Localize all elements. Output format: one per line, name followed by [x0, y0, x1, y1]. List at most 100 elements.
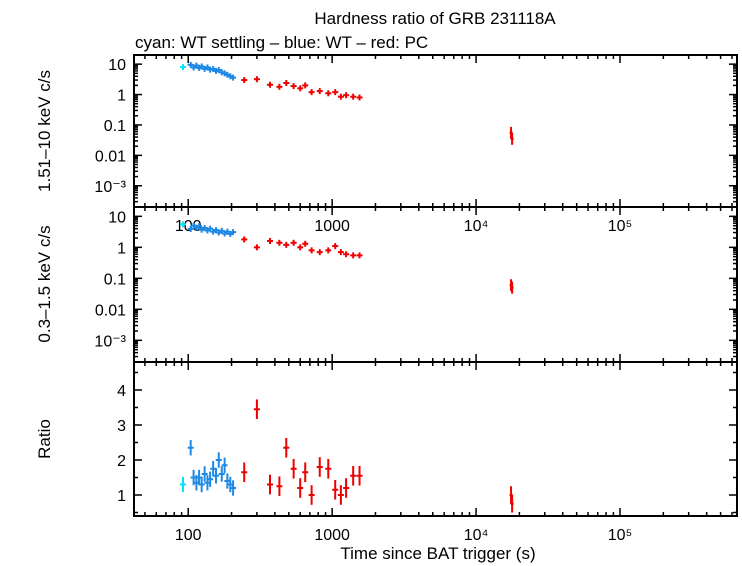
series-pc [241, 236, 514, 294]
data-point [230, 480, 237, 496]
data-point [510, 281, 514, 294]
y-tick-label: 4 [117, 383, 126, 400]
y-tick-label: 10⁻³ [94, 179, 126, 196]
data-point [316, 88, 323, 95]
data-point [241, 462, 248, 483]
data-point [316, 249, 323, 256]
series-wt-settling [180, 476, 187, 493]
x-axis-label: Time since BAT trigger (s) [340, 544, 535, 563]
y-tick-label: 1 [117, 488, 126, 505]
data-point [350, 93, 357, 100]
y-axis-label: Ratio [35, 419, 54, 459]
data-point [308, 247, 315, 254]
data-point [510, 495, 514, 513]
data-point [350, 252, 357, 259]
data-point [241, 236, 248, 243]
data-point [213, 468, 220, 484]
data-point [332, 89, 339, 96]
data-point [253, 244, 260, 251]
data-point [337, 249, 344, 256]
data-point [356, 252, 363, 259]
x-tick-label: 1000 [314, 218, 350, 235]
y-tick-label: 10 [108, 57, 126, 74]
data-point [302, 240, 309, 247]
x-tick-label: 1000 [314, 527, 350, 544]
series-wt [187, 222, 237, 237]
data-point [283, 241, 290, 248]
chart-subtitle: cyan: WT settling – blue: WT – red: PC [135, 33, 428, 52]
x-tick-label: 100 [175, 218, 202, 235]
data-point [343, 251, 350, 258]
x-tick-label: 100 [175, 527, 202, 544]
data-point [253, 399, 260, 420]
y-tick-label: 3 [117, 418, 126, 435]
data-point [276, 83, 283, 90]
panel-frame [133, 361, 738, 517]
data-point [267, 81, 274, 88]
y-tick-label: 1 [117, 240, 126, 257]
series-pc [241, 399, 514, 513]
data-point [218, 466, 225, 482]
data-point [316, 457, 323, 477]
data-point [180, 221, 187, 228]
data-point [201, 466, 208, 482]
data-point [283, 437, 290, 458]
data-point [276, 476, 283, 497]
data-point [308, 89, 315, 96]
data-point [332, 479, 339, 500]
series-wt [187, 61, 237, 81]
panel-bottom-ratio: 1 2 3 4 100 1000 10⁴ 10⁵ Ratio [35, 361, 738, 544]
series-pc [241, 76, 514, 145]
panel-frame [133, 54, 738, 208]
data-point [302, 462, 309, 483]
data-point [180, 476, 187, 493]
data-point [180, 64, 187, 71]
data-point [343, 478, 350, 498]
data-point [325, 458, 332, 479]
data-point [187, 440, 194, 456]
data-point [337, 93, 344, 100]
data-point [215, 452, 222, 468]
data-point [267, 474, 274, 495]
data-point [356, 94, 363, 101]
series-wt [187, 440, 237, 496]
y-tick-label: 0.1 [104, 118, 126, 135]
data-point [343, 92, 350, 99]
data-point [221, 457, 228, 473]
data-point [196, 223, 203, 230]
data-point [297, 85, 304, 92]
y-tick-label: 0.01 [95, 148, 126, 165]
data-point [325, 90, 332, 97]
chart-title: Hardness ratio of GRB 231118A [314, 9, 556, 28]
data-point [510, 132, 514, 145]
x-tick-label: 10⁴ [464, 218, 489, 235]
data-point [356, 465, 363, 486]
y-tick-label: 10 [108, 209, 126, 226]
data-point [241, 77, 248, 84]
panel-top-hard-band: 10 1 0.1 0.01 10⁻³ 100 1000 10⁴ 10⁵ 1.51–10 keV … [35, 54, 738, 235]
y-tick-label: 0.01 [95, 302, 126, 319]
series-wt-settling [180, 64, 187, 71]
data-point [325, 247, 332, 254]
y-tick-label: 10⁻³ [94, 333, 126, 350]
data-point [337, 485, 344, 505]
y-tick-label: 0.1 [104, 271, 126, 288]
y-axis-label: 0.3–1.5 keV c/s [35, 225, 54, 342]
x-tick-label: 10⁵ [608, 218, 632, 235]
data-point [308, 485, 315, 505]
data-point [230, 229, 237, 236]
series-wt-settling [180, 221, 187, 228]
data-point [207, 471, 214, 487]
data-point [267, 238, 274, 245]
y-axis-label: 1.51–10 keV c/s [35, 70, 54, 192]
x-tick-label: 10⁵ [608, 527, 632, 544]
data-point [350, 465, 357, 486]
data-point [276, 239, 283, 246]
data-point [332, 243, 339, 250]
data-point [198, 476, 205, 493]
x-tick-label: 10⁴ [464, 527, 489, 544]
y-tick-label: 1 [117, 88, 126, 105]
data-point [297, 244, 304, 251]
data-point [302, 82, 309, 89]
